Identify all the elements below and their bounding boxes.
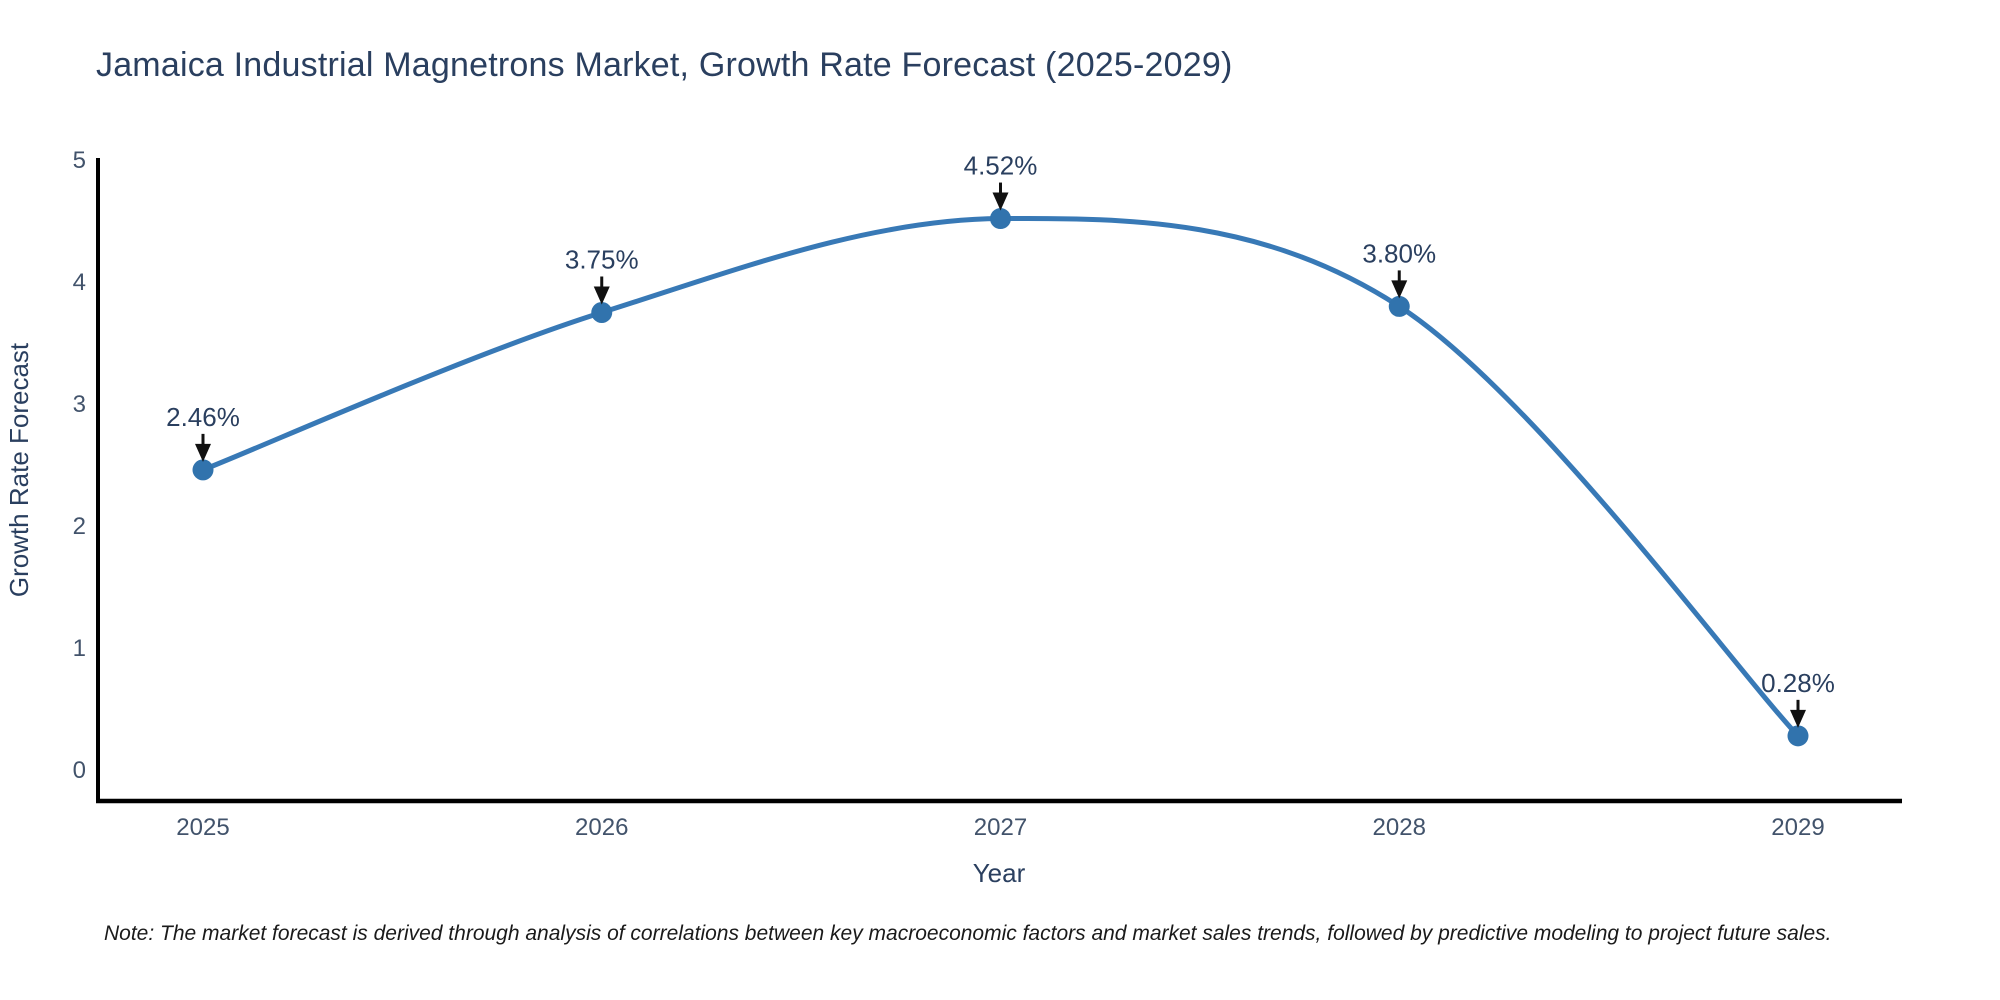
- y-tick-label-5: 5: [73, 147, 86, 174]
- y-tick-label-4: 4: [73, 269, 86, 296]
- annotation-arrowhead-icon: [1790, 709, 1806, 728]
- y-tick-label-1: 1: [73, 635, 86, 662]
- x-tick-label-2027: 2027: [974, 814, 1027, 841]
- point-label-2027: 4.52%: [964, 151, 1038, 181]
- footnote: Note: The market forecast is derived thr…: [104, 922, 1832, 945]
- y-tick-label-3: 3: [73, 391, 86, 418]
- data-point-2028: [1388, 295, 1410, 317]
- point-label-2025: 2.46%: [166, 402, 240, 432]
- annotation-arrowhead-icon: [992, 192, 1009, 211]
- data-point-2029: [1787, 725, 1809, 747]
- forecast-line: [200, 215, 1801, 739]
- point-label-2026: 3.75%: [565, 245, 639, 275]
- data-point-2026: [591, 302, 613, 323]
- chart-title: Jamaica Industrial Magnetrons Market, Gr…: [96, 46, 1233, 84]
- x-axis-title: Year: [973, 858, 1026, 888]
- annotation-arrowhead-icon: [593, 286, 610, 305]
- data-point-2025: [192, 459, 214, 481]
- y-axis-title: Growth Rate Forecast: [4, 342, 34, 597]
- x-tick-label-2025: 2025: [176, 814, 229, 841]
- point-label-2028: 3.80%: [1362, 238, 1436, 268]
- data-point-2027: [990, 208, 1011, 230]
- x-tick-label-2029: 2029: [1771, 814, 1824, 841]
- y-tick-label-0: 0: [73, 757, 86, 784]
- annotation-arrowhead-icon: [195, 443, 211, 462]
- annotation-arrowhead-icon: [1391, 280, 1408, 299]
- x-tick-label-2026: 2026: [575, 814, 628, 841]
- point-label-2029: 0.28%: [1761, 668, 1835, 698]
- y-tick-label-2: 2: [73, 513, 86, 540]
- x-tick-label-2028: 2028: [1373, 814, 1426, 841]
